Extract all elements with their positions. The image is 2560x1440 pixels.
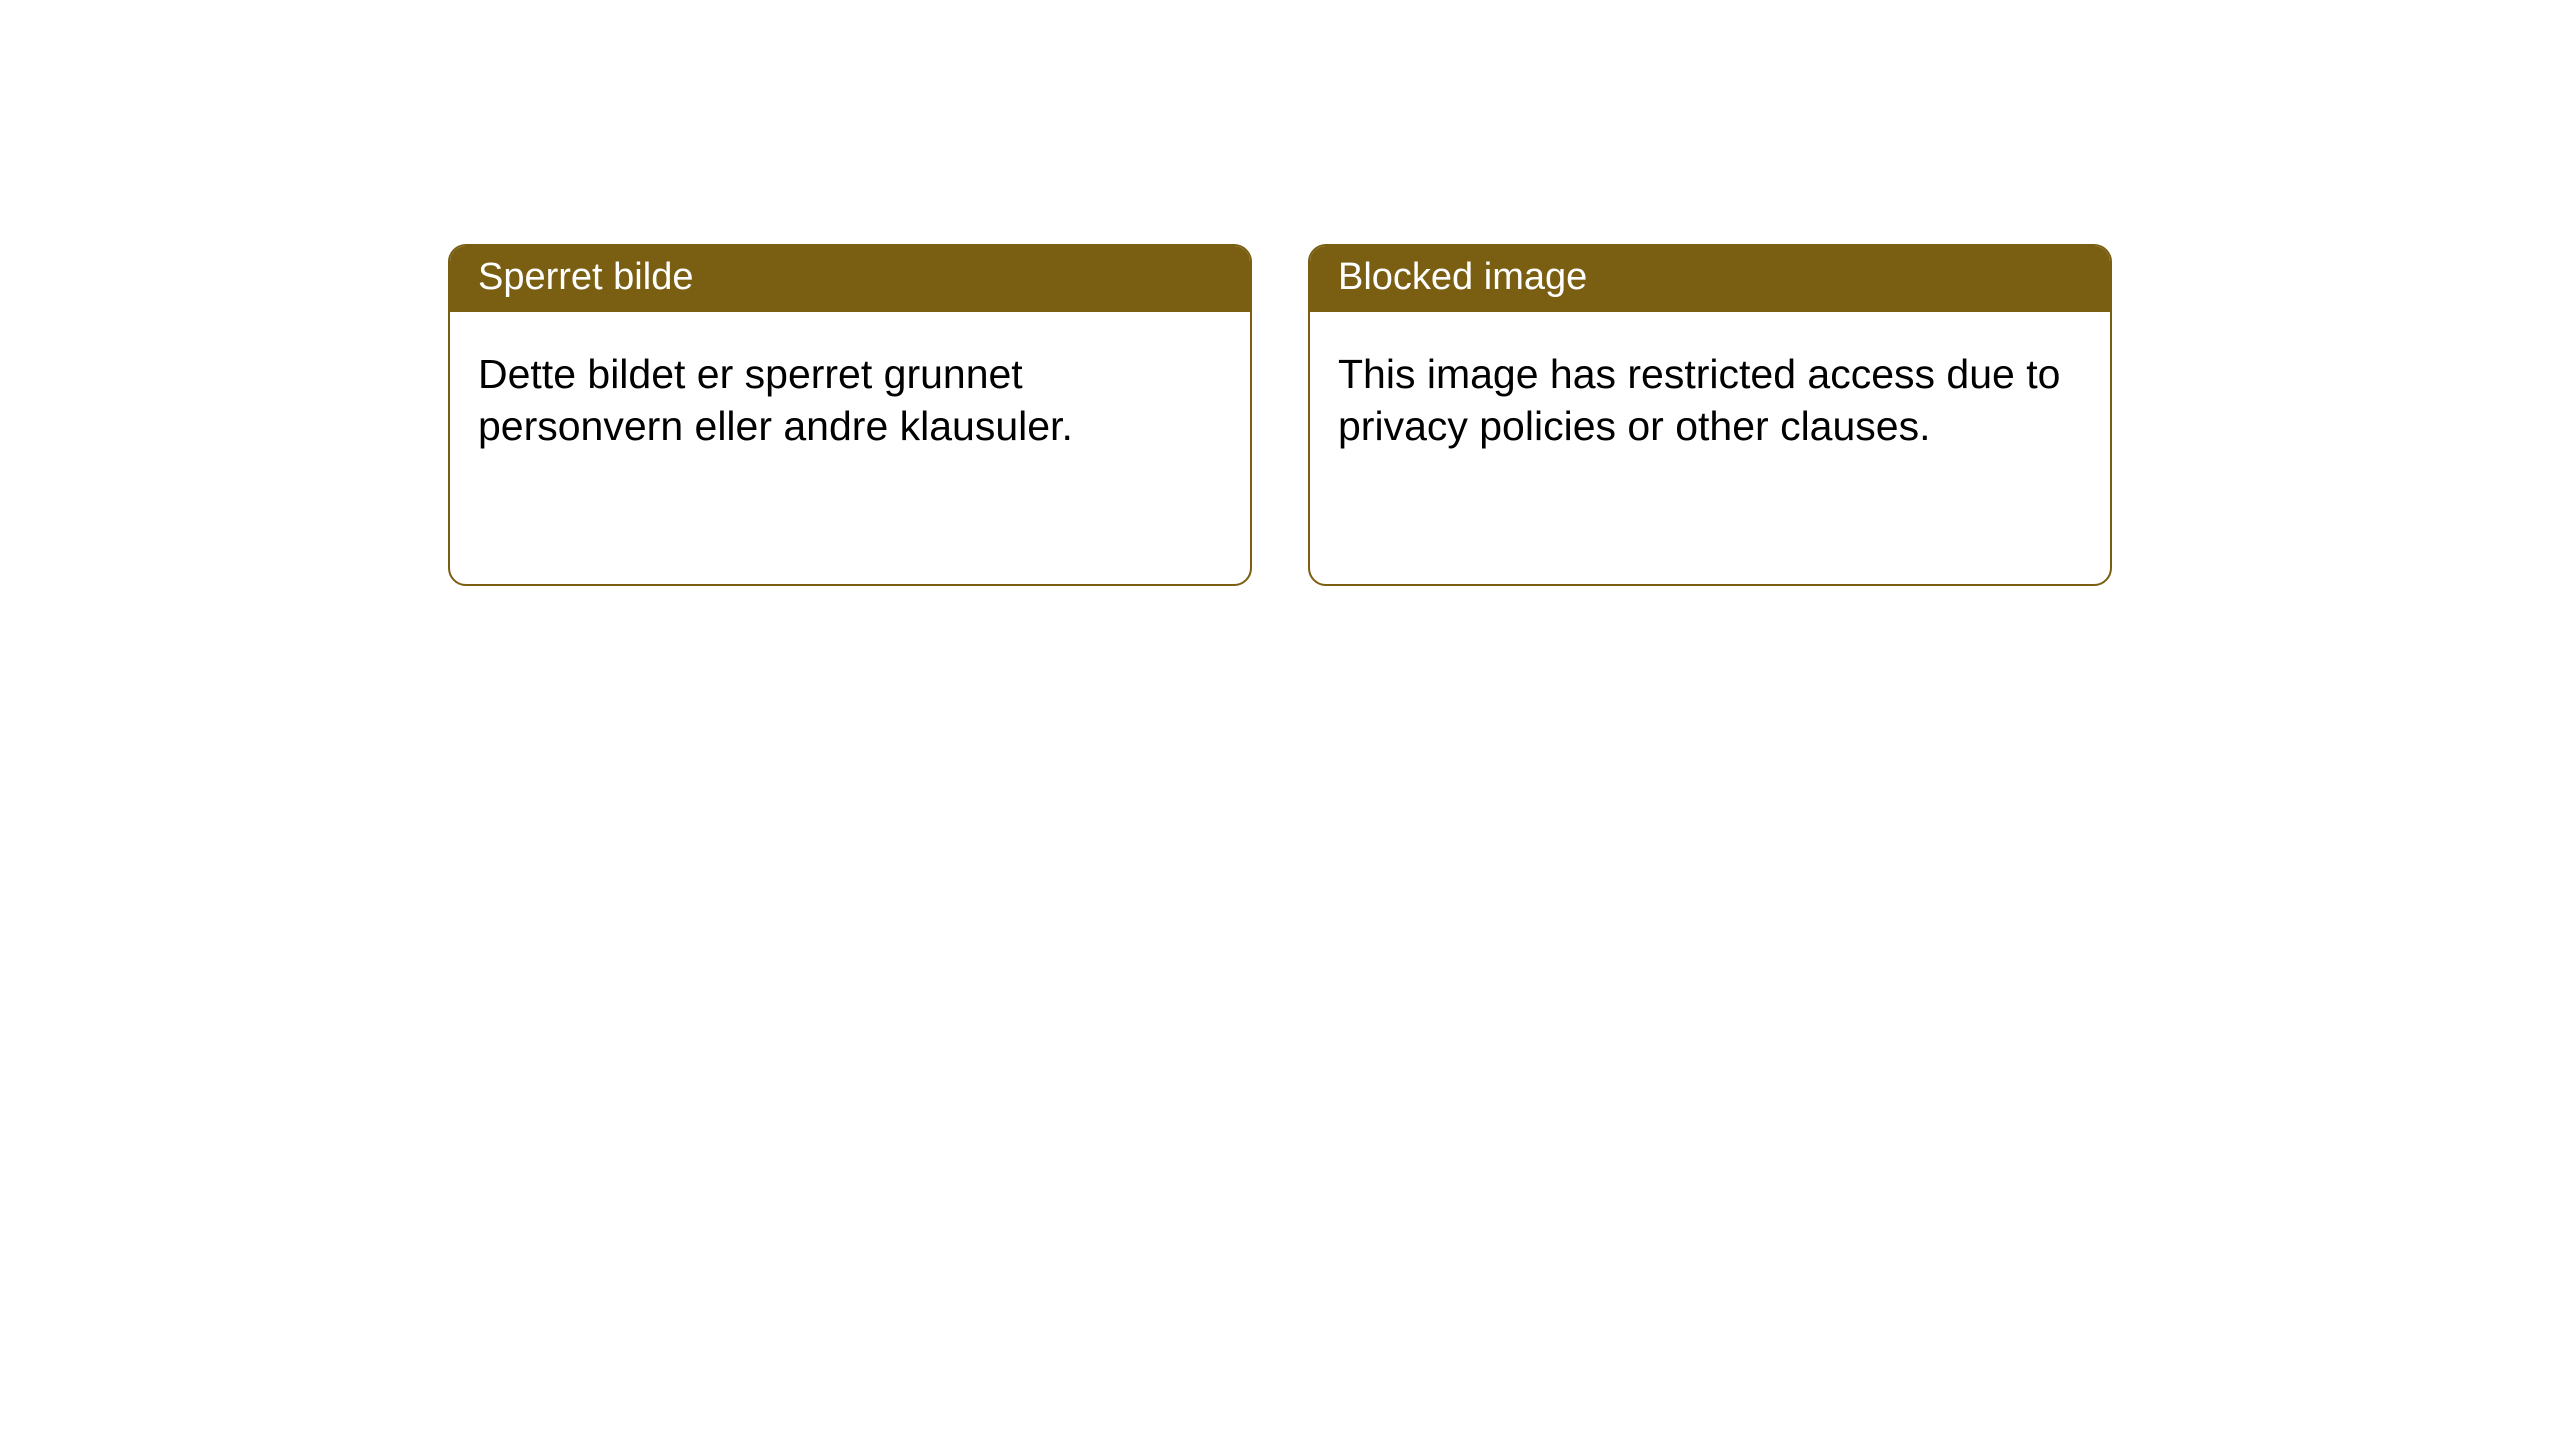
notice-title: Sperret bilde <box>478 256 693 298</box>
notice-title: Blocked image <box>1338 256 1587 298</box>
notice-body: This image has restricted access due to … <box>1310 312 2110 584</box>
notice-card-norwegian: Sperret bilde Dette bildet er sperret gr… <box>448 244 1252 586</box>
notice-message: Dette bildet er sperret grunnet personve… <box>478 351 1073 449</box>
notice-card-english: Blocked image This image has restricted … <box>1308 244 2112 586</box>
notice-message: This image has restricted access due to … <box>1338 351 2060 449</box>
notice-header: Sperret bilde <box>450 246 1250 312</box>
notice-container: Sperret bilde Dette bildet er sperret gr… <box>0 0 2560 586</box>
notice-body: Dette bildet er sperret grunnet personve… <box>450 312 1250 584</box>
notice-header: Blocked image <box>1310 246 2110 312</box>
